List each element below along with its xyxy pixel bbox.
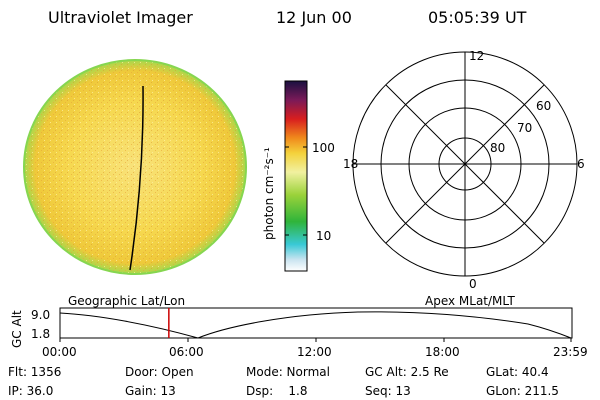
track-right-label: Apex MLat/MLT xyxy=(425,294,515,308)
info-door: Door: Open xyxy=(125,365,194,379)
info-gc-alt: GC Alt: 2.5 Re xyxy=(365,365,449,379)
lat-label-80: 80 xyxy=(490,141,505,155)
track-left-label: Geographic Lat/Lon xyxy=(68,294,186,308)
polar-grid: 12 18 6 0 60 70 80 xyxy=(343,49,585,288)
info-gain: Gain: 13 xyxy=(125,384,176,398)
app-title: Ultraviolet Imager xyxy=(48,8,193,27)
track-ylabel: GC Alt xyxy=(10,310,24,348)
track-ytick-high: 9.0 xyxy=(31,308,51,322)
track-xtick-0: 00:00 xyxy=(42,345,77,359)
colorbar-tick-100: 100 xyxy=(312,141,335,155)
lat-label-70: 70 xyxy=(517,121,532,135)
mlt-label-12: 12 xyxy=(469,49,484,63)
track-xtick-1: 06:00 xyxy=(169,345,204,359)
altitude-curve xyxy=(59,311,572,339)
info-ip: IP: 36.0 xyxy=(8,384,54,398)
info-glon: GLon: 211.5 xyxy=(486,384,559,398)
time-label: 05:05:39 UT xyxy=(428,8,527,27)
lat-label-60: 60 xyxy=(536,99,551,113)
terminator-line xyxy=(129,85,144,271)
mlt-label-6: 6 xyxy=(577,157,585,171)
uv-image xyxy=(23,59,247,275)
mlt-label-18: 18 xyxy=(343,157,358,171)
colorbar-tick-10: 10 xyxy=(316,229,332,243)
date-label: 12 Jun 00 xyxy=(276,8,352,27)
altitude-track xyxy=(59,307,573,342)
colorbar-label: photon cm⁻²s⁻¹ xyxy=(262,147,276,240)
track-xtick-4: 23:59 xyxy=(553,345,588,359)
info-mode: Mode: Normal xyxy=(246,365,330,379)
track-xtick-2: 12:00 xyxy=(297,345,332,359)
track-xtick-3: 18:00 xyxy=(425,345,460,359)
info-seq: Seq: 13 xyxy=(365,384,411,398)
info-glat: GLat: 40.4 xyxy=(486,365,549,379)
info-flight: Flt: 1356 xyxy=(8,365,62,379)
track-ytick-low: 1.8 xyxy=(31,327,51,341)
info-dsp: Dsp: 1.8 xyxy=(246,384,308,398)
color-scale-bar xyxy=(284,80,308,272)
mlt-label-0: 0 xyxy=(469,277,477,288)
